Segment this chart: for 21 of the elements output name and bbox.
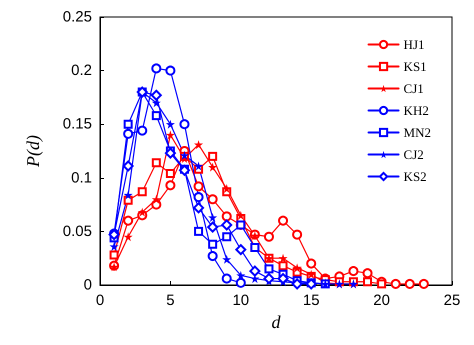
x-tick-label: 5: [166, 292, 175, 309]
y-axis-title: P(d): [23, 135, 43, 168]
y-tick-label: 0.05: [62, 222, 92, 240]
y-tick-label: 0.15: [62, 116, 92, 133]
x-axis-title: d: [272, 312, 282, 332]
y-tick-label: 0.1: [71, 169, 92, 186]
x-tick-label: 15: [302, 292, 320, 309]
legend-label: KS1: [404, 59, 427, 74]
x-tick-label: 0: [96, 292, 104, 309]
legend-label: CJ1: [404, 81, 424, 96]
legend-label: CJ2: [404, 147, 424, 162]
legend-label: MN2: [404, 125, 432, 140]
x-tick-label: 20: [373, 292, 390, 309]
legend-label: HJ1: [404, 37, 425, 52]
x-tick-label: 25: [444, 292, 460, 309]
y-tick-label: 0: [84, 276, 92, 294]
legend-label: KH2: [404, 103, 429, 118]
legend-label: KS2: [404, 169, 427, 184]
y-tick-label: 0.2: [71, 62, 92, 80]
y-tick-label: 0.25: [62, 8, 92, 26]
x-tick-label: 10: [232, 292, 250, 309]
